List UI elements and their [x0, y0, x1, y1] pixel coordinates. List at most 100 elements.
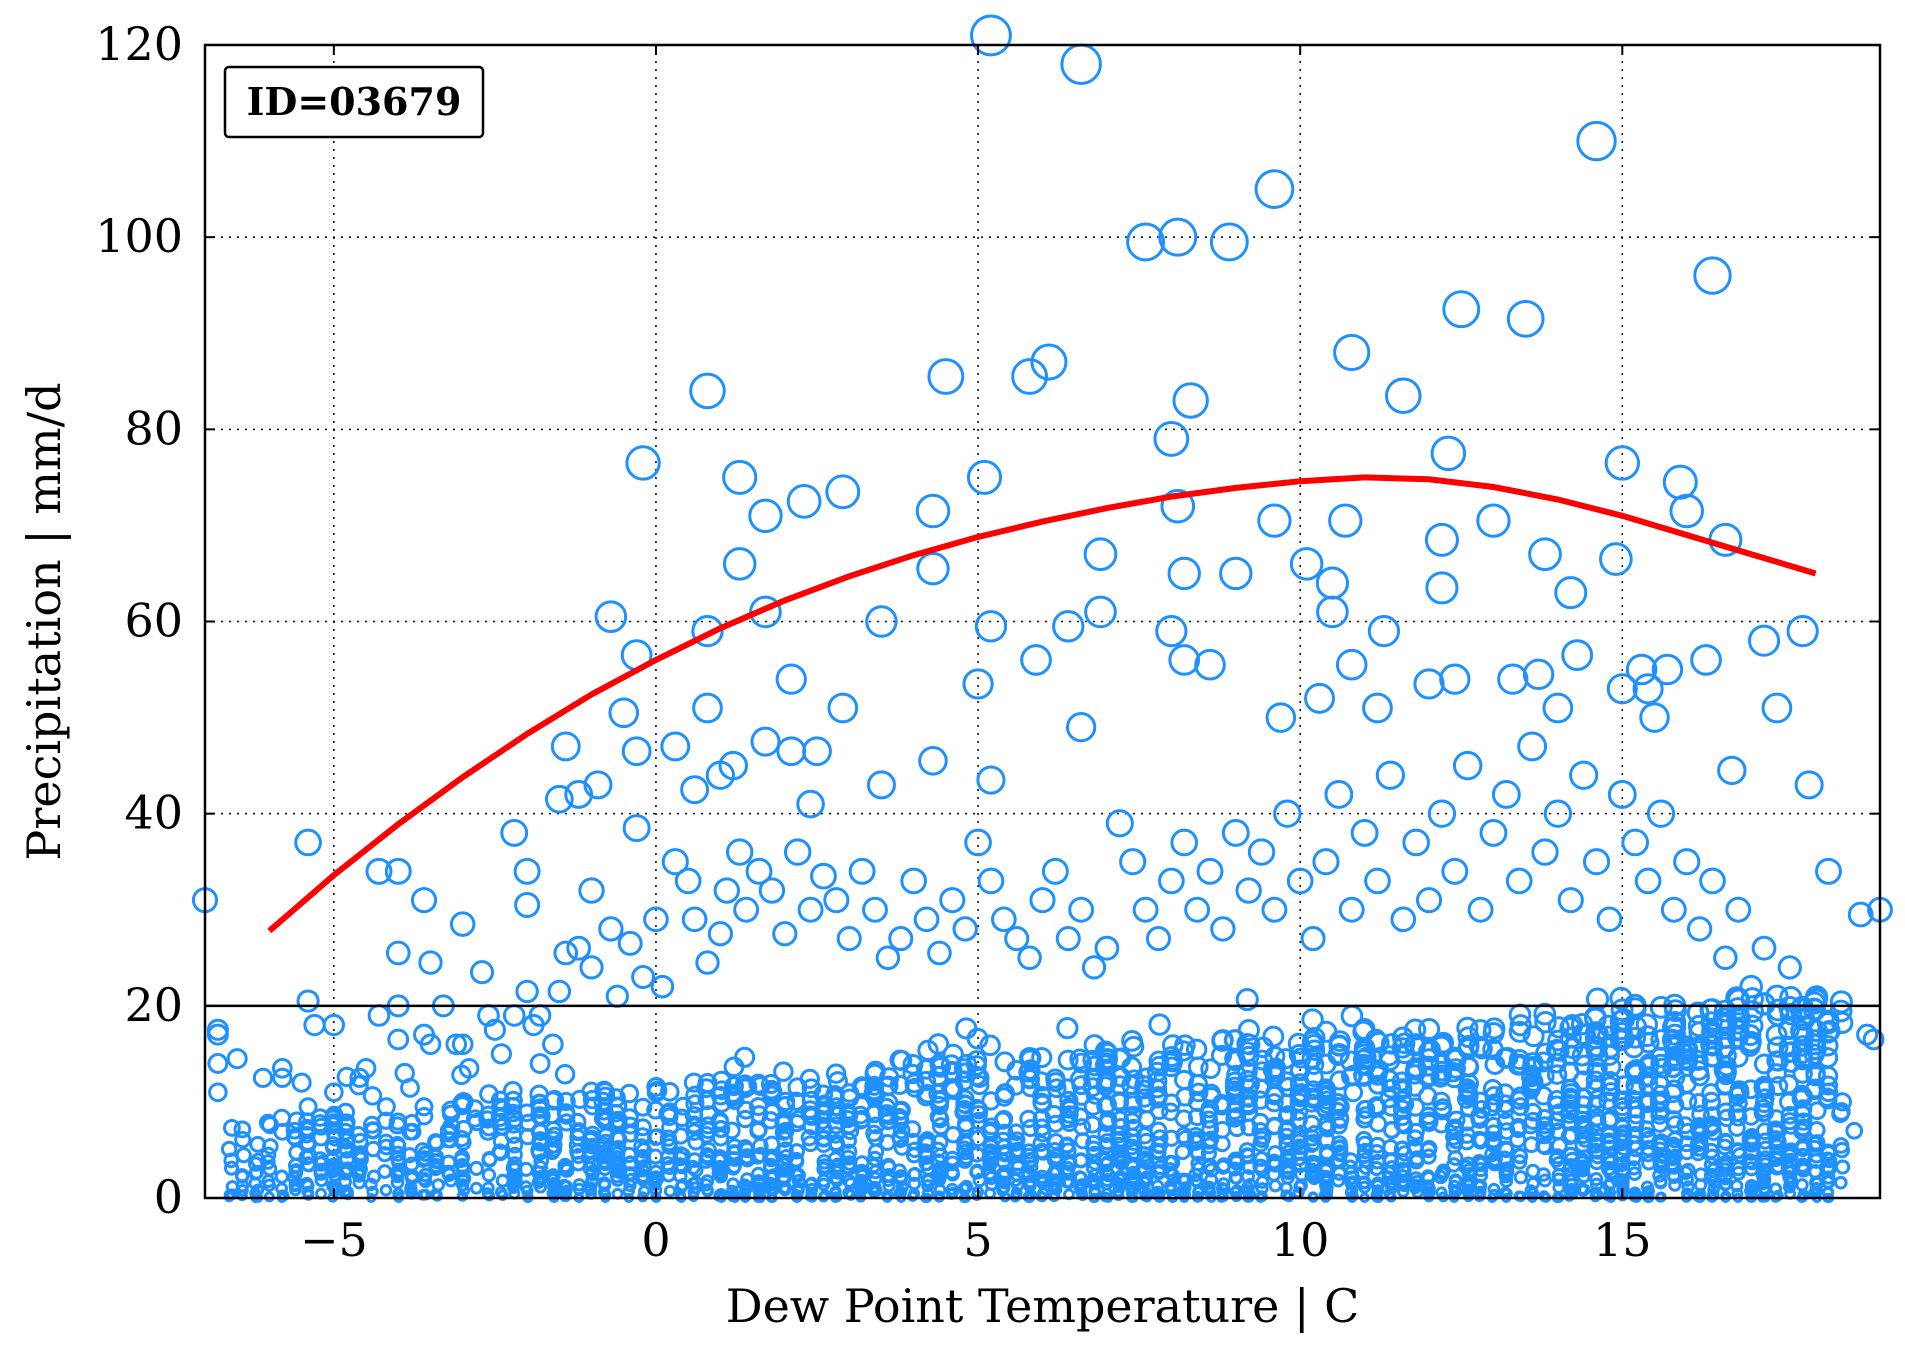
- scatter-point: [1317, 1095, 1337, 1115]
- scatter-point: [1305, 1125, 1324, 1143]
- scatter-point: [1803, 1029, 1826, 1051]
- scatter-point: [1161, 1102, 1180, 1122]
- scatter-point: [560, 1190, 572, 1202]
- scatter-point: [1252, 1135, 1270, 1153]
- scatter-point: [1820, 1145, 1837, 1162]
- scatter-point: [1845, 1121, 1864, 1140]
- scatter-point: [713, 877, 741, 904]
- scatter-point: [1786, 614, 1819, 648]
- scatter-point: [299, 1176, 314, 1191]
- scatter-point: [1625, 1075, 1646, 1096]
- scatter-point: [1700, 1034, 1722, 1056]
- scatter-point: [208, 1082, 228, 1103]
- scatter-point: [927, 358, 965, 395]
- scatter-point: [1289, 547, 1324, 581]
- scatter-point: [1673, 848, 1701, 876]
- scatter-point: [1394, 1042, 1416, 1065]
- scatter-point: [1415, 887, 1443, 914]
- scatter-point: [1167, 556, 1201, 591]
- scatter-point: [1434, 1165, 1450, 1181]
- scatter-point: [1145, 926, 1171, 952]
- scatter-point: [681, 906, 708, 933]
- scatter-point: [384, 857, 412, 885]
- scatter-point: [1557, 887, 1584, 914]
- scatter-point: [1254, 169, 1295, 209]
- scatter-point: [388, 1116, 407, 1135]
- scatter-point: [1301, 1030, 1324, 1053]
- scatter-point: [1221, 818, 1250, 847]
- scatter-point: [1073, 1152, 1089, 1169]
- scatter-point: [1211, 1029, 1234, 1052]
- scatter-point: [366, 1169, 382, 1184]
- scatter-point: [1745, 1185, 1758, 1198]
- scatter-point: [261, 1116, 280, 1135]
- scatter-point: [584, 1183, 598, 1197]
- y-tick-label: 0: [154, 1170, 183, 1224]
- scatter-point: [1600, 1076, 1620, 1097]
- scatter-point: [1778, 1035, 1801, 1058]
- scatter-point: [659, 1082, 680, 1102]
- scatter-point: [957, 1143, 974, 1161]
- scatter-point: [1082, 1049, 1104, 1071]
- scatter-point: [1289, 1060, 1311, 1082]
- scatter-point: [775, 663, 807, 695]
- scatter-point: [1203, 1184, 1216, 1198]
- scatter-point: [918, 746, 948, 776]
- scatter-point: [736, 1109, 755, 1129]
- scatter-point: [404, 1183, 418, 1196]
- scatter-point: [646, 1100, 665, 1120]
- scatter-point: [1699, 867, 1726, 895]
- scatter-point: [933, 1190, 946, 1202]
- scatter-point: [1109, 1126, 1128, 1144]
- scatter-point: [467, 1113, 486, 1132]
- scatter-point: [701, 1184, 714, 1198]
- scatter-point: [1457, 1026, 1480, 1049]
- scatter-point: [1778, 1041, 1800, 1064]
- scatter-point: [1098, 1157, 1114, 1173]
- scatter-point: [1124, 1180, 1139, 1195]
- scatter-point: [503, 1090, 523, 1111]
- scatter-point: [1755, 1079, 1776, 1100]
- scatter-point: [633, 1097, 653, 1117]
- scatter-point: [1147, 1078, 1168, 1099]
- scatter-point: [1286, 867, 1314, 895]
- scatter-point: [507, 1161, 523, 1177]
- scatter-point: [394, 1062, 415, 1084]
- scatter-point: [1757, 1150, 1774, 1167]
- scatter-point: [1123, 1138, 1141, 1156]
- scatter-point: [1136, 1067, 1157, 1088]
- scatter-point: [1041, 857, 1069, 885]
- scatter-point: [918, 1131, 936, 1149]
- scatter-point: [1257, 503, 1292, 538]
- scatter-point: [1172, 382, 1209, 419]
- scatter-point: [1235, 877, 1262, 904]
- scatter-point: [764, 1148, 781, 1165]
- scatter-point: [939, 887, 966, 914]
- scatter-point: [1071, 1075, 1092, 1096]
- scatter-point: [1175, 1087, 1195, 1107]
- scatter-point: [715, 1190, 727, 1202]
- scatter-point: [1055, 926, 1081, 952]
- scatter-point: [495, 1173, 510, 1188]
- scatter-point: [606, 1088, 626, 1108]
- scatter-point: [777, 1141, 794, 1158]
- scatter-point: [1479, 818, 1508, 847]
- scatter-point: [1332, 1144, 1349, 1161]
- scatter-point: [1228, 1119, 1246, 1138]
- scatter-point: [1113, 1179, 1127, 1194]
- scatter-point: [954, 1102, 974, 1122]
- scatter-point: [1187, 1107, 1207, 1127]
- scatter-point: [1409, 1178, 1424, 1192]
- scatter-point: [966, 1050, 988, 1072]
- scatter-point: [385, 940, 411, 966]
- scatter-point: [817, 1177, 831, 1192]
- scatter-point: [572, 1178, 586, 1192]
- scatter-point: [456, 1190, 469, 1202]
- scatter-point: [531, 1131, 549, 1149]
- scatter-point: [503, 1103, 523, 1123]
- scatter-point: [233, 1120, 252, 1139]
- y-tick-label: 40: [124, 786, 183, 840]
- scatter-point: [1599, 542, 1633, 576]
- scatter-point: [1343, 1082, 1364, 1103]
- scatter-point: [521, 1184, 534, 1198]
